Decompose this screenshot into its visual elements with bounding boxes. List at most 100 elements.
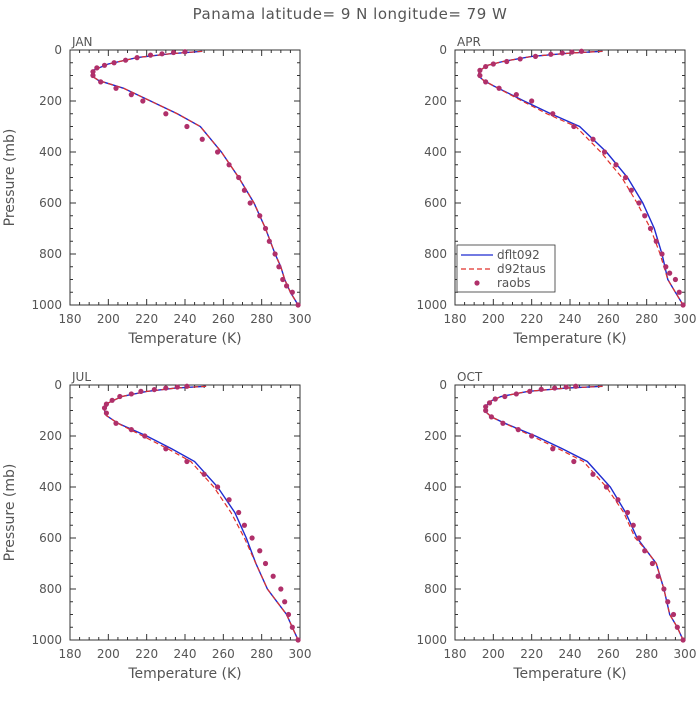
raobs-point bbox=[184, 458, 190, 465]
raobs-point bbox=[672, 276, 679, 283]
raobs-point bbox=[628, 187, 634, 193]
raobs-point bbox=[538, 386, 544, 392]
raobs-point bbox=[563, 384, 569, 390]
panel-label: OCT bbox=[457, 370, 483, 384]
figure-title: Panama latitude= 9 N longitude= 79 W bbox=[193, 5, 508, 23]
x-tick-label: 200 bbox=[97, 647, 120, 661]
x-tick-label: 220 bbox=[135, 312, 158, 326]
raobs-point bbox=[113, 420, 119, 426]
y-tick-label: 800 bbox=[39, 247, 62, 261]
raobs-point bbox=[590, 136, 596, 142]
y-tick-label: 0 bbox=[439, 43, 447, 57]
legend-marker-raobs bbox=[474, 280, 480, 286]
y-tick-label: 200 bbox=[39, 94, 62, 108]
raobs-point bbox=[663, 264, 669, 270]
y-tick-label: 400 bbox=[39, 480, 62, 494]
raobs-point bbox=[289, 289, 295, 295]
y-tick-label: 600 bbox=[424, 196, 447, 210]
x-tick-label: 300 bbox=[289, 647, 312, 661]
raobs-point bbox=[613, 162, 619, 168]
series-line-dflt092 bbox=[485, 385, 684, 641]
x-tick-label: 240 bbox=[559, 312, 582, 326]
raobs-point bbox=[661, 586, 667, 592]
x-axis-label: Temperature (K) bbox=[512, 331, 626, 347]
raobs-point bbox=[128, 391, 134, 397]
panel-jul: JUL 180 200 220 240 260 280 300 0 200 400 600 800 100… bbox=[2, 370, 311, 682]
raobs-point bbox=[670, 611, 677, 618]
raobs-point bbox=[101, 405, 108, 411]
raobs-point bbox=[282, 599, 288, 605]
raobs-point bbox=[295, 302, 301, 308]
y-axis-label: Pressure (mb) bbox=[2, 129, 18, 227]
raobs-point bbox=[285, 611, 292, 618]
raobs-point bbox=[653, 238, 659, 244]
raobs-point bbox=[184, 383, 190, 389]
legend-label-dflt092: dflt092 bbox=[497, 248, 540, 262]
raobs-point bbox=[647, 225, 654, 232]
raobs-point bbox=[289, 624, 295, 630]
x-tick-label: 220 bbox=[135, 647, 158, 661]
raobs-point bbox=[295, 637, 301, 643]
raobs-point bbox=[90, 72, 96, 79]
raobs-point bbox=[241, 187, 248, 193]
raobs-point bbox=[636, 200, 642, 206]
x-axis-label: Temperature (K) bbox=[127, 331, 241, 347]
raobs-point bbox=[147, 52, 154, 58]
series-line-dflt092 bbox=[90, 50, 299, 306]
raobs-point bbox=[122, 57, 129, 63]
raobs-point bbox=[642, 213, 648, 219]
y-tick-label: 600 bbox=[39, 531, 62, 545]
series-line-d92taus bbox=[485, 385, 684, 641]
x-tick-label: 180 bbox=[59, 647, 82, 661]
raobs-point bbox=[667, 270, 673, 276]
raobs-point bbox=[94, 65, 100, 71]
raobs-point bbox=[159, 51, 165, 57]
raobs-point bbox=[676, 289, 682, 295]
y-tick-label: 800 bbox=[424, 582, 447, 596]
raobs-point bbox=[226, 497, 232, 503]
raobs-point bbox=[483, 79, 489, 85]
raobs-point bbox=[500, 420, 506, 426]
raobs-point bbox=[603, 484, 610, 490]
raobs-point bbox=[573, 383, 579, 389]
raobs-point bbox=[532, 53, 539, 59]
raobs-point bbox=[590, 471, 596, 477]
x-tick-label: 200 bbox=[97, 312, 120, 326]
raobs-point bbox=[278, 586, 284, 592]
raobs-point bbox=[90, 69, 96, 75]
raobs-point bbox=[163, 446, 169, 452]
y-tick-label: 600 bbox=[39, 196, 62, 210]
raobs-point bbox=[529, 98, 535, 104]
raobs-point bbox=[280, 276, 286, 283]
series-line-dflt092 bbox=[477, 50, 684, 306]
y-tick-label: 800 bbox=[39, 582, 62, 596]
raobs-point bbox=[142, 433, 148, 439]
panel-jan: JAN 180 200 220 240 260 280 300 0 200 400 600 800 100… bbox=[2, 35, 311, 347]
x-tick-label: 240 bbox=[559, 647, 582, 661]
raobs-point bbox=[214, 149, 221, 155]
raobs-point bbox=[214, 484, 221, 490]
x-tick-label: 240 bbox=[174, 312, 197, 326]
raobs-point bbox=[249, 535, 255, 541]
raobs-point bbox=[170, 49, 177, 56]
x-tick-label: 300 bbox=[674, 647, 697, 661]
raobs-point bbox=[128, 92, 134, 98]
raobs-point bbox=[262, 225, 269, 232]
raobs-point bbox=[270, 573, 276, 579]
raobs-point bbox=[109, 397, 115, 403]
series-line-d92taus bbox=[90, 50, 299, 306]
raobs-point bbox=[674, 624, 680, 630]
y-tick-label: 1000 bbox=[416, 298, 447, 312]
y-tick-label: 200 bbox=[424, 94, 447, 108]
series-raobs bbox=[477, 48, 686, 308]
raobs-point bbox=[241, 522, 248, 528]
x-tick-label: 200 bbox=[482, 647, 505, 661]
series-line-d92taus bbox=[477, 50, 684, 306]
raobs-point bbox=[642, 548, 648, 554]
raobs-point bbox=[199, 136, 205, 142]
raobs-point bbox=[615, 497, 621, 503]
x-tick-label: 220 bbox=[520, 647, 543, 661]
raobs-point bbox=[492, 396, 498, 402]
